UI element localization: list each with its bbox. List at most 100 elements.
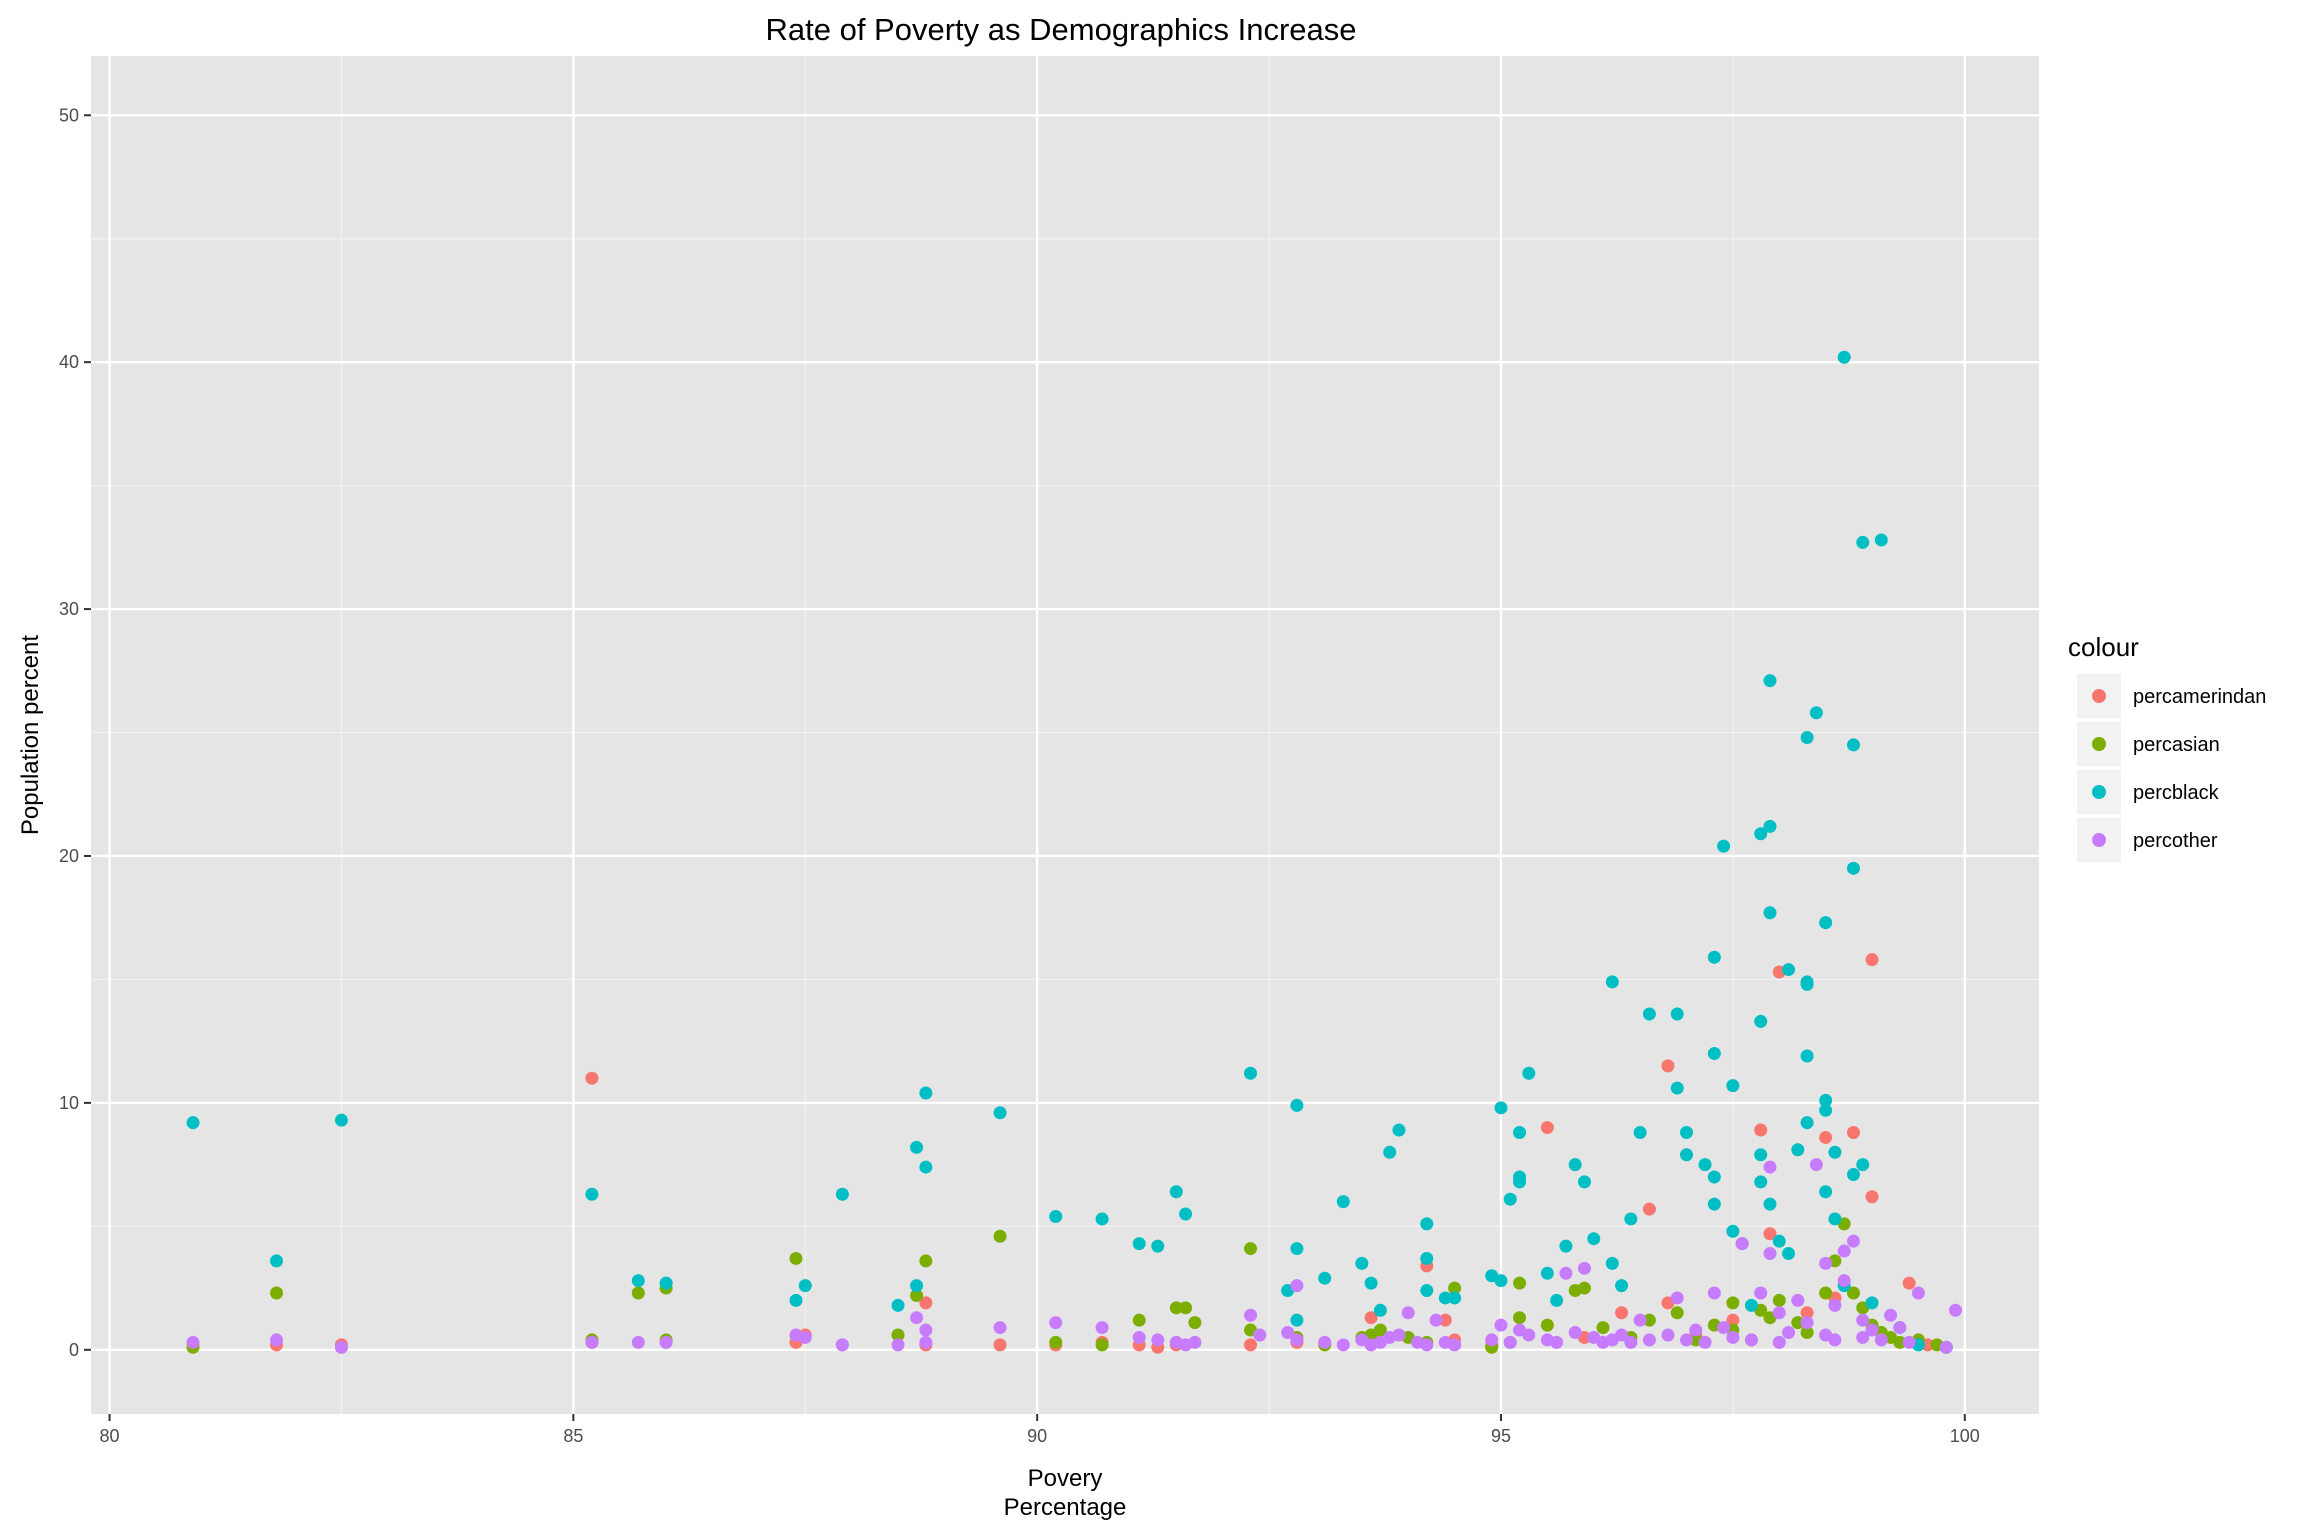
data-point bbox=[1253, 1328, 1267, 1342]
data-point bbox=[1782, 1247, 1796, 1261]
data-point bbox=[1494, 1318, 1508, 1332]
data-point bbox=[1420, 1284, 1434, 1298]
data-point bbox=[1364, 1311, 1378, 1325]
data-point bbox=[1670, 1081, 1684, 1095]
data-point bbox=[1763, 1160, 1777, 1174]
data-point bbox=[1726, 1313, 1740, 1327]
data-point bbox=[1680, 1333, 1694, 1347]
data-point bbox=[1874, 1333, 1888, 1347]
data-point bbox=[1698, 1158, 1712, 1172]
legend-label-percblack: percblack bbox=[2133, 782, 2220, 804]
data-point bbox=[1587, 1232, 1601, 1246]
data-point bbox=[1819, 1103, 1833, 1117]
data-point bbox=[1151, 1239, 1165, 1253]
data-point bbox=[1642, 1333, 1656, 1347]
data-point bbox=[1049, 1209, 1063, 1223]
data-point bbox=[1772, 1234, 1786, 1248]
data-point bbox=[1763, 1227, 1777, 1241]
data-point bbox=[1513, 1175, 1527, 1189]
data-point bbox=[631, 1274, 645, 1288]
data-point bbox=[1754, 1014, 1768, 1028]
data-point bbox=[1819, 1093, 1833, 1107]
y-axis-title: Population percent bbox=[17, 635, 44, 835]
data-point bbox=[798, 1279, 812, 1293]
data-point bbox=[1800, 975, 1814, 989]
data-point bbox=[1373, 1303, 1387, 1317]
grid-lines bbox=[91, 56, 2039, 1414]
data-point bbox=[1763, 1247, 1777, 1261]
legend-key-percblack bbox=[2092, 785, 2106, 799]
data-point bbox=[1188, 1335, 1202, 1349]
data-point bbox=[1179, 1301, 1193, 1315]
data-point bbox=[585, 1071, 599, 1085]
plot-panel bbox=[91, 56, 2039, 1414]
data-point bbox=[1680, 1148, 1694, 1162]
data-point bbox=[1401, 1306, 1415, 1320]
data-point bbox=[835, 1187, 849, 1201]
data-point bbox=[1819, 1286, 1833, 1300]
data-point bbox=[1642, 1313, 1656, 1327]
data-point bbox=[1819, 1130, 1833, 1144]
data-point bbox=[1763, 1197, 1777, 1211]
data-point bbox=[1605, 1256, 1619, 1270]
data-point bbox=[993, 1338, 1007, 1352]
data-point bbox=[1642, 1202, 1656, 1216]
data-point bbox=[1772, 1335, 1786, 1349]
data-point bbox=[1448, 1281, 1462, 1295]
data-point bbox=[1290, 1313, 1304, 1327]
data-point bbox=[631, 1286, 645, 1300]
data-point bbox=[1179, 1207, 1193, 1221]
data-point bbox=[1596, 1321, 1610, 1335]
data-point bbox=[1837, 1274, 1851, 1288]
data-point bbox=[1846, 1167, 1860, 1181]
data-point bbox=[891, 1298, 905, 1312]
data-point bbox=[585, 1187, 599, 1201]
legend-key-percamerindan bbox=[2092, 689, 2106, 703]
data-point bbox=[1846, 1234, 1860, 1248]
data-point bbox=[270, 1333, 284, 1347]
data-point bbox=[1244, 1242, 1258, 1256]
data-point bbox=[1763, 674, 1777, 688]
data-point bbox=[1513, 1311, 1527, 1325]
data-point bbox=[1336, 1195, 1350, 1209]
data-point bbox=[1661, 1328, 1675, 1342]
data-point bbox=[1856, 1330, 1870, 1344]
legend-label-percother: percother bbox=[2133, 830, 2218, 852]
data-point bbox=[910, 1140, 924, 1154]
data-point bbox=[270, 1286, 284, 1300]
data-point bbox=[910, 1279, 924, 1293]
data-point bbox=[1624, 1212, 1638, 1226]
data-point bbox=[1865, 1190, 1879, 1204]
data-point bbox=[1856, 1313, 1870, 1327]
data-point bbox=[1865, 1296, 1879, 1310]
data-point bbox=[1819, 1256, 1833, 1270]
data-point bbox=[1049, 1316, 1063, 1330]
data-point bbox=[1698, 1335, 1712, 1349]
data-point bbox=[1911, 1286, 1925, 1300]
data-point bbox=[919, 1323, 933, 1337]
data-point bbox=[1577, 1281, 1591, 1295]
data-point bbox=[1902, 1276, 1916, 1290]
legend-label-percasian: percasian bbox=[2133, 734, 2220, 756]
data-point bbox=[1132, 1330, 1146, 1344]
data-point bbox=[1819, 1185, 1833, 1199]
data-point bbox=[1615, 1306, 1629, 1320]
data-point bbox=[1503, 1335, 1517, 1349]
data-point bbox=[186, 1335, 200, 1349]
data-point bbox=[1754, 1148, 1768, 1162]
data-point bbox=[1809, 706, 1823, 720]
x-tick-label: 100 bbox=[1950, 1426, 1980, 1446]
data-point bbox=[1828, 1298, 1842, 1312]
data-point bbox=[1290, 1279, 1304, 1293]
data-point bbox=[1828, 1212, 1842, 1226]
legend: colour percamerindan percasian percblack pe… bbox=[2068, 632, 2266, 862]
data-point bbox=[891, 1338, 905, 1352]
data-point bbox=[1244, 1308, 1258, 1322]
data-point bbox=[1949, 1303, 1963, 1317]
data-point bbox=[993, 1106, 1007, 1120]
data-point bbox=[1494, 1274, 1508, 1288]
data-point bbox=[891, 1328, 905, 1342]
data-point bbox=[1169, 1301, 1183, 1315]
data-point bbox=[1624, 1335, 1638, 1349]
data-point bbox=[993, 1229, 1007, 1243]
